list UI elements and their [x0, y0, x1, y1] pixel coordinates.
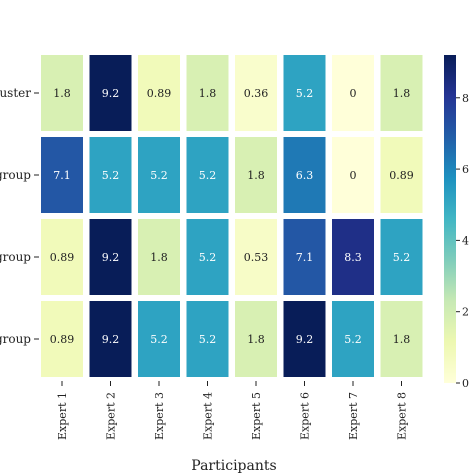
- heatmap-cell: [89, 55, 132, 131]
- heatmap-cell: [89, 301, 132, 377]
- cell-value-label: 0.89: [147, 87, 172, 100]
- cell-value-label: 6.3: [296, 169, 314, 182]
- heatmap-cells: 1.8 9.2 0.89 1.8 0.36 5.2 0 1.8 7.1 5.2 5.2 5.2 1.8 6…: [41, 55, 423, 377]
- colorbar-tick-label: 6: [462, 163, 469, 176]
- cell-value-label: 5.2: [296, 87, 314, 100]
- heatmap-cell: [186, 301, 229, 377]
- heatmap-cell: [138, 55, 180, 131]
- heatmap-cell: [380, 137, 423, 213]
- cell-value-label: 1.8: [393, 87, 411, 100]
- x-tick-label: Expert 4: [202, 392, 215, 440]
- cell-value-label: 1.8: [393, 333, 411, 346]
- cell-value-label: 0.89: [50, 333, 75, 346]
- x-tick-label: Expert 3: [153, 392, 166, 440]
- cell-value-label: 1.8: [247, 333, 265, 346]
- heatmap-cell: [380, 301, 423, 377]
- heatmap-cell: [380, 219, 423, 295]
- cell-value-label: 1.8: [247, 169, 265, 182]
- cell-value-label: 0.89: [50, 251, 75, 264]
- heatmap-cell: [332, 219, 374, 295]
- colorbar-gradient: [444, 55, 456, 383]
- y-tick-label: cluster: [0, 86, 31, 100]
- cell-value-label: 9.2: [102, 87, 120, 100]
- cell-value-label: 5.2: [199, 333, 217, 346]
- y-tick-label: group: [0, 168, 31, 182]
- heatmap-cell: [235, 137, 277, 213]
- heatmap-cell: [235, 219, 277, 295]
- heatmap-cell: [138, 219, 180, 295]
- x-tick-label: Expert 5: [250, 392, 263, 440]
- cell-value-label: 7.1: [53, 169, 71, 182]
- y-tick-label: group: [0, 332, 31, 346]
- x-tick-label: Expert 6: [299, 392, 312, 440]
- heatmap-cell: [332, 137, 374, 213]
- colorbar-tick-label: 4: [462, 234, 469, 247]
- heatmap-cell: [283, 219, 326, 295]
- cell-value-label: 0.36: [244, 87, 269, 100]
- heatmap-cell: [283, 137, 326, 213]
- x-tick-label: Expert 1: [56, 392, 69, 440]
- heatmap-cell: [380, 55, 423, 131]
- heatmap-cell: [41, 55, 83, 131]
- colorbar-tick-label: 8: [462, 92, 469, 105]
- cell-value-label: 0: [350, 87, 357, 100]
- heatmap-cell: [41, 219, 83, 295]
- heatmap-cell: [138, 301, 180, 377]
- heatmap-cell: [283, 55, 326, 131]
- x-tick-label: Expert 7: [347, 392, 360, 440]
- y-tick-label: group: [0, 250, 31, 264]
- cell-value-label: 5.2: [199, 251, 217, 264]
- heatmap-cell: [89, 219, 132, 295]
- x-axis-label: Participants: [191, 458, 276, 474]
- heatmap-cell: [235, 55, 277, 131]
- heatmap-cell: [89, 137, 132, 213]
- cell-value-label: 9.2: [296, 333, 314, 346]
- colorbar-tick-label: 2: [462, 306, 469, 319]
- cell-value-label: 8.3: [344, 251, 362, 264]
- cell-value-label: 0: [350, 169, 357, 182]
- colorbar: 0 2 4 6 8: [444, 55, 469, 390]
- cell-value-label: 5.2: [150, 333, 168, 346]
- cell-value-label: 5.2: [344, 333, 362, 346]
- heatmap-cell: [235, 301, 277, 377]
- heatmap-cell: [332, 55, 374, 131]
- heatmap-cell: [41, 137, 83, 213]
- heatmap-cell: [186, 219, 229, 295]
- cell-value-label: 7.1: [296, 251, 314, 264]
- cell-value-label: 0.89: [389, 169, 414, 182]
- cell-value-label: 1.8: [53, 87, 71, 100]
- heatmap-cell: [138, 137, 180, 213]
- cell-value-label: 5.2: [393, 251, 411, 264]
- heatmap-cell: [283, 301, 326, 377]
- x-axis: Expert 1 Expert 2 Expert 3 Expert 4 Expert 5…: [56, 381, 409, 440]
- cell-value-label: 1.8: [199, 87, 217, 100]
- cell-value-label: 1.8: [150, 251, 168, 264]
- cell-value-label: 0.53: [244, 251, 269, 264]
- x-tick-label: Expert 2: [105, 392, 118, 440]
- cell-value-label: 5.2: [150, 169, 168, 182]
- heatmap-cell: [41, 301, 83, 377]
- y-axis: cluster group group group: [0, 86, 39, 346]
- colorbar-tick-label: 0: [462, 377, 469, 390]
- cell-value-label: 9.2: [102, 251, 120, 264]
- x-tick-label: Expert 8: [396, 392, 409, 440]
- heatmap-cell: [332, 301, 374, 377]
- heatmap-cell: [186, 55, 229, 131]
- cell-value-label: 5.2: [102, 169, 120, 182]
- cell-value-label: 5.2: [199, 169, 217, 182]
- cell-value-label: 9.2: [102, 333, 120, 346]
- heatmap-cell: [186, 137, 229, 213]
